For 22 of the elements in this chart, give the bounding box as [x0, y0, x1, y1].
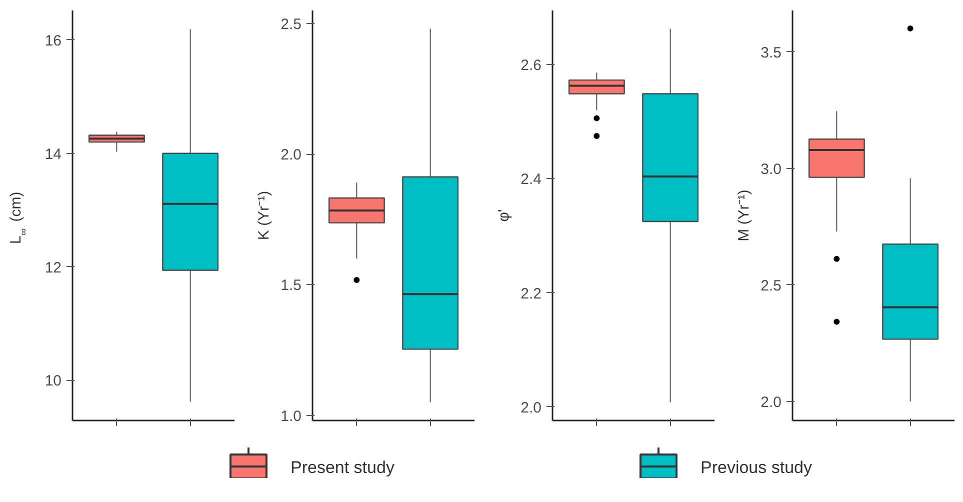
y-tick-label: 2.0	[520, 399, 542, 416]
y-tick-label: 10	[44, 372, 62, 390]
y-tick-label: 3.0	[760, 160, 782, 178]
legend-label: Previous study	[700, 458, 812, 477]
y-tick-label: 2.0	[760, 394, 782, 411]
legend-label: Present study	[290, 458, 395, 477]
y-tick-label: 2.5	[760, 277, 782, 294]
y-axis-title: L∞ (cm)	[8, 192, 30, 244]
y-tick-label: 14	[44, 146, 62, 163]
y-tick-label: 2.6	[520, 57, 542, 74]
y-tick-label: 1.0	[280, 408, 302, 425]
y-tick-label: 2.5	[280, 16, 302, 34]
y-axis-title: M (Yr⁻¹)	[736, 190, 753, 242]
y-tick-label: 12	[44, 259, 62, 276]
y-tick-label: 1.5	[280, 277, 302, 294]
y-tick-label: 2.2	[520, 285, 542, 302]
y-tick-label: 2.4	[520, 171, 542, 188]
y-tick-label: 16	[44, 32, 62, 50]
y-axis-title: φ'	[496, 209, 513, 222]
y-tick-label: 3.5	[760, 44, 782, 62]
y-tick-label: 2.0	[280, 146, 302, 164]
y-axis-title: K (Yr⁻¹)	[256, 190, 273, 240]
